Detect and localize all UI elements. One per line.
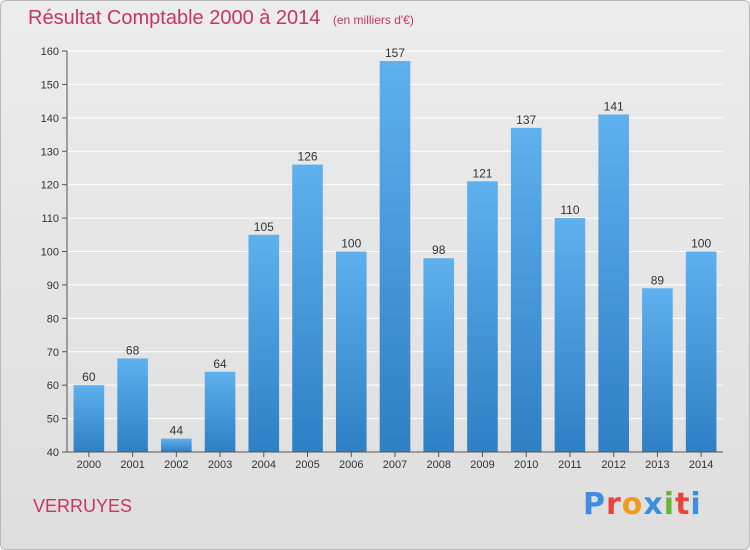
x-tick-label: 2014: [689, 459, 713, 471]
logo-letter: i: [690, 487, 702, 522]
y-tick-label: 130: [41, 146, 59, 158]
y-tick-label: 90: [47, 280, 59, 292]
x-tick-label: 2012: [601, 459, 625, 471]
bar-2002: [161, 438, 192, 452]
logo-letter: P: [583, 487, 606, 522]
y-tick-label: 110: [41, 213, 59, 225]
bar-2011: [554, 218, 586, 452]
data-label-2008: 98: [432, 243, 446, 257]
data-label-2005: 126: [298, 150, 318, 164]
logo-letter: i: [663, 487, 676, 522]
bar-2004: [248, 234, 280, 452]
x-tick-label: 2005: [295, 459, 319, 471]
y-tick-label: 160: [41, 46, 59, 58]
logo-letter: o: [621, 487, 644, 522]
x-tick-label: 2010: [514, 459, 538, 471]
chart-title-unit: (en milliers d'€): [332, 13, 414, 27]
data-label-2000: 60: [82, 370, 96, 384]
x-tick-label: 2000: [77, 459, 101, 471]
bar-2007: [379, 61, 411, 453]
data-label-2011: 110: [560, 203, 579, 217]
logo-letter: t: [675, 487, 691, 522]
chart-title-main: Résultat Comptable 2000 à 2014: [28, 7, 321, 29]
x-tick-label: 2013: [645, 459, 669, 471]
data-label-2006: 100: [341, 237, 361, 251]
chart-title: Résultat Comptable 2000 à 2014 (en milli…: [28, 7, 414, 30]
data-label-2014: 100: [691, 237, 711, 251]
x-tick-label: 2007: [383, 459, 407, 471]
y-tick-label: 40: [47, 447, 59, 459]
bar-2010: [510, 127, 542, 452]
y-tick-label: 150: [41, 79, 59, 91]
y-tick-label: 50: [47, 414, 59, 426]
x-tick-label: 2011: [558, 459, 582, 471]
x-tick-label: 2009: [470, 459, 494, 471]
data-label-2002: 44: [170, 424, 184, 438]
data-label-2007: 157: [385, 46, 405, 60]
x-tick-label: 2004: [252, 459, 276, 471]
logo-letter: r: [606, 487, 622, 522]
y-tick-label: 80: [47, 313, 59, 325]
x-tick-label: 2008: [426, 459, 450, 471]
x-tick-label: 2001: [120, 459, 144, 471]
bar-2001: [117, 358, 148, 452]
x-tick-label: 2002: [164, 459, 188, 471]
y-tick-label: 70: [47, 347, 59, 359]
bar-2006: [335, 251, 367, 452]
data-label-2003: 64: [213, 357, 227, 371]
x-tick-label: 2006: [339, 459, 363, 471]
bar-2005: [292, 164, 323, 452]
data-label-2010: 137: [516, 113, 536, 127]
bar-2013: [642, 288, 673, 452]
y-tick-label: 140: [41, 113, 59, 125]
y-tick-label: 120: [41, 180, 59, 192]
data-label-2004: 105: [254, 220, 274, 234]
x-tick-label: 2003: [208, 459, 232, 471]
bar-2003: [204, 371, 236, 452]
y-tick-label: 60: [47, 380, 59, 392]
bar-2012: [598, 114, 629, 452]
data-label-2009: 121: [472, 166, 492, 180]
bar-2008: [423, 258, 455, 452]
data-label-2012: 141: [604, 99, 624, 113]
bar-2000: [73, 385, 105, 452]
logo-letter: x: [643, 487, 664, 522]
commune-name: VERRUYES: [33, 496, 133, 516]
data-label-2001: 68: [126, 343, 140, 357]
data-label-2013: 89: [651, 273, 665, 287]
bar-2009: [467, 181, 498, 452]
y-tick-label: 100: [41, 247, 59, 259]
bar-2014: [685, 251, 717, 452]
proxiti-logo: Proxiti: [583, 487, 702, 522]
